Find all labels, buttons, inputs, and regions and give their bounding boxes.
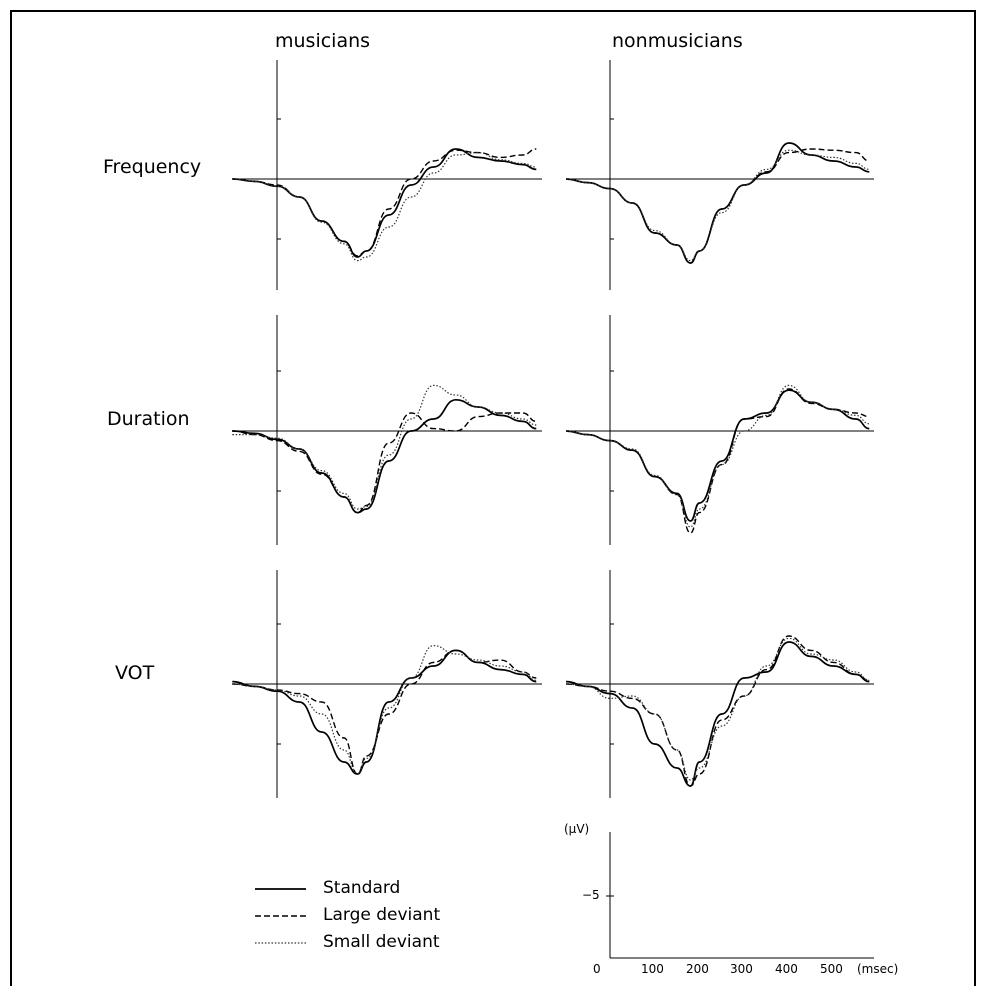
series-line-duration-nonmusicians-small-deviant — [565, 384, 870, 528]
series-line-vot-musicians-standard — [232, 649, 537, 775]
legend-label-large-deviant: Large deviant — [323, 905, 441, 925]
series-line-duration-nonmusicians-standard — [565, 389, 870, 522]
series-line-vot-nonmusicians-large-deviant — [565, 635, 870, 787]
series-line-vot-nonmusicians-small-deviant — [565, 637, 870, 781]
legend-label-small-deviant: Small deviant — [323, 932, 440, 952]
scale-y-tick: −5 — [582, 888, 600, 902]
scale-x-unit: (msec) — [857, 962, 899, 976]
series-line-duration-musicians-standard — [232, 398, 537, 514]
scale-x-tick-500: 500 — [820, 962, 843, 976]
series-line-frequency-nonmusicians-large-deviant — [565, 148, 870, 264]
series-line-frequency-musicians-standard — [232, 148, 537, 258]
row-title-vot: VOT — [115, 662, 155, 684]
column-title-musicians: musicians — [275, 30, 371, 52]
series-line-frequency-nonmusicians-standard — [565, 142, 870, 264]
series-line-vot-musicians-large-deviant — [232, 649, 537, 775]
figure-frame — [10, 10, 976, 986]
scale-y-unit: (μV) — [564, 822, 590, 836]
row-title-frequency: Frequency — [103, 156, 202, 178]
legend-label-standard: Standard — [323, 878, 401, 898]
series-line-frequency-musicians-small-deviant — [232, 152, 537, 262]
series-line-frequency-musicians-large-deviant — [232, 148, 537, 257]
scale-x-tick-300: 300 — [730, 962, 753, 976]
scale-x-tick-0: 0 — [593, 962, 601, 976]
series-line-duration-nonmusicians-large-deviant — [565, 388, 870, 534]
series-line-vot-nonmusicians-standard — [565, 641, 870, 787]
scale-x-tick-400: 400 — [775, 962, 798, 976]
series-line-vot-musicians-small-deviant — [232, 645, 537, 775]
scale-x-tick-200: 200 — [686, 962, 709, 976]
row-title-duration: Duration — [107, 408, 190, 430]
series-line-duration-musicians-large-deviant — [232, 412, 537, 514]
series-line-frequency-nonmusicians-small-deviant — [565, 149, 870, 262]
column-title-nonmusicians: nonmusicians — [612, 30, 743, 52]
scale-x-tick-100: 100 — [641, 962, 664, 976]
